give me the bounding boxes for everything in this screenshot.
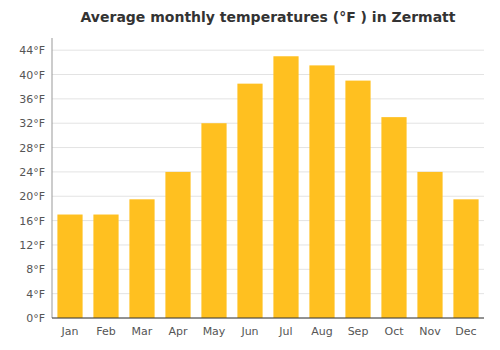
x-tick-label: Feb	[96, 325, 115, 338]
x-tick-label: Jul	[278, 325, 292, 338]
bar	[309, 65, 334, 318]
y-tick-label: 8°F	[26, 263, 45, 276]
x-tick-label: Oct	[384, 325, 404, 338]
bar	[273, 56, 298, 318]
grid-line	[52, 98, 484, 99]
y-tick-label: 36°F	[19, 93, 45, 106]
y-tick-label: 4°F	[26, 288, 45, 301]
y-tick-label: 12°F	[19, 239, 45, 252]
x-tick-label: Jan	[61, 325, 79, 338]
bar	[129, 199, 154, 318]
x-axis: Jan Feb Mar Apr May Jun Jul Aug Sep Oct Nov Dec	[52, 318, 484, 338]
x-tick-label: Mar	[132, 325, 153, 338]
x-tick-label: Dec	[455, 325, 476, 338]
x-axis-line	[52, 318, 484, 319]
grid-line	[52, 123, 484, 124]
x-tick-label: Apr	[168, 325, 188, 338]
grid-line	[52, 50, 484, 51]
title: Average monthly temperatures (°F ) in Ze…	[81, 9, 456, 25]
bar	[237, 84, 262, 318]
bar	[345, 81, 370, 318]
x-tick-label: May	[203, 325, 226, 338]
y-tick-label: 32°F	[19, 117, 45, 130]
x-tick-label: Nov	[419, 325, 441, 338]
bar	[165, 172, 190, 318]
bar	[201, 123, 226, 318]
grid-line	[52, 318, 484, 319]
x-tick-label: Sep	[348, 325, 369, 338]
y-tick-label: 0°F	[26, 312, 45, 325]
y-tick-label: 24°F	[19, 166, 45, 179]
x-tick-label: Aug	[311, 325, 332, 338]
grid-line	[52, 147, 484, 148]
y-axis-line	[52, 38, 53, 318]
chart: Average monthly temperatures (°F ) in Ze…	[0, 0, 500, 350]
bar	[57, 215, 82, 318]
bars	[57, 56, 478, 318]
y-tick-label: 44°F	[19, 44, 45, 57]
y-tick-label: 16°F	[19, 215, 45, 228]
grid-line	[52, 74, 484, 75]
y-tick-label: 20°F	[19, 190, 45, 203]
grid	[52, 50, 484, 318]
y-axis: 0°F 4°F 8°F 12°F 16°F 20°F 24°F 28°F 32°F 36°F 40°…	[19, 38, 52, 325]
x-tick-label: Jun	[240, 325, 258, 338]
bar	[453, 199, 478, 318]
y-tick-label: 40°F	[19, 69, 45, 82]
bar	[93, 215, 118, 318]
chart-container: Average monthly temperatures (°F ) in Ze…	[0, 0, 500, 350]
bar	[381, 117, 406, 318]
bar	[417, 172, 442, 318]
y-tick-label: 28°F	[19, 142, 45, 155]
